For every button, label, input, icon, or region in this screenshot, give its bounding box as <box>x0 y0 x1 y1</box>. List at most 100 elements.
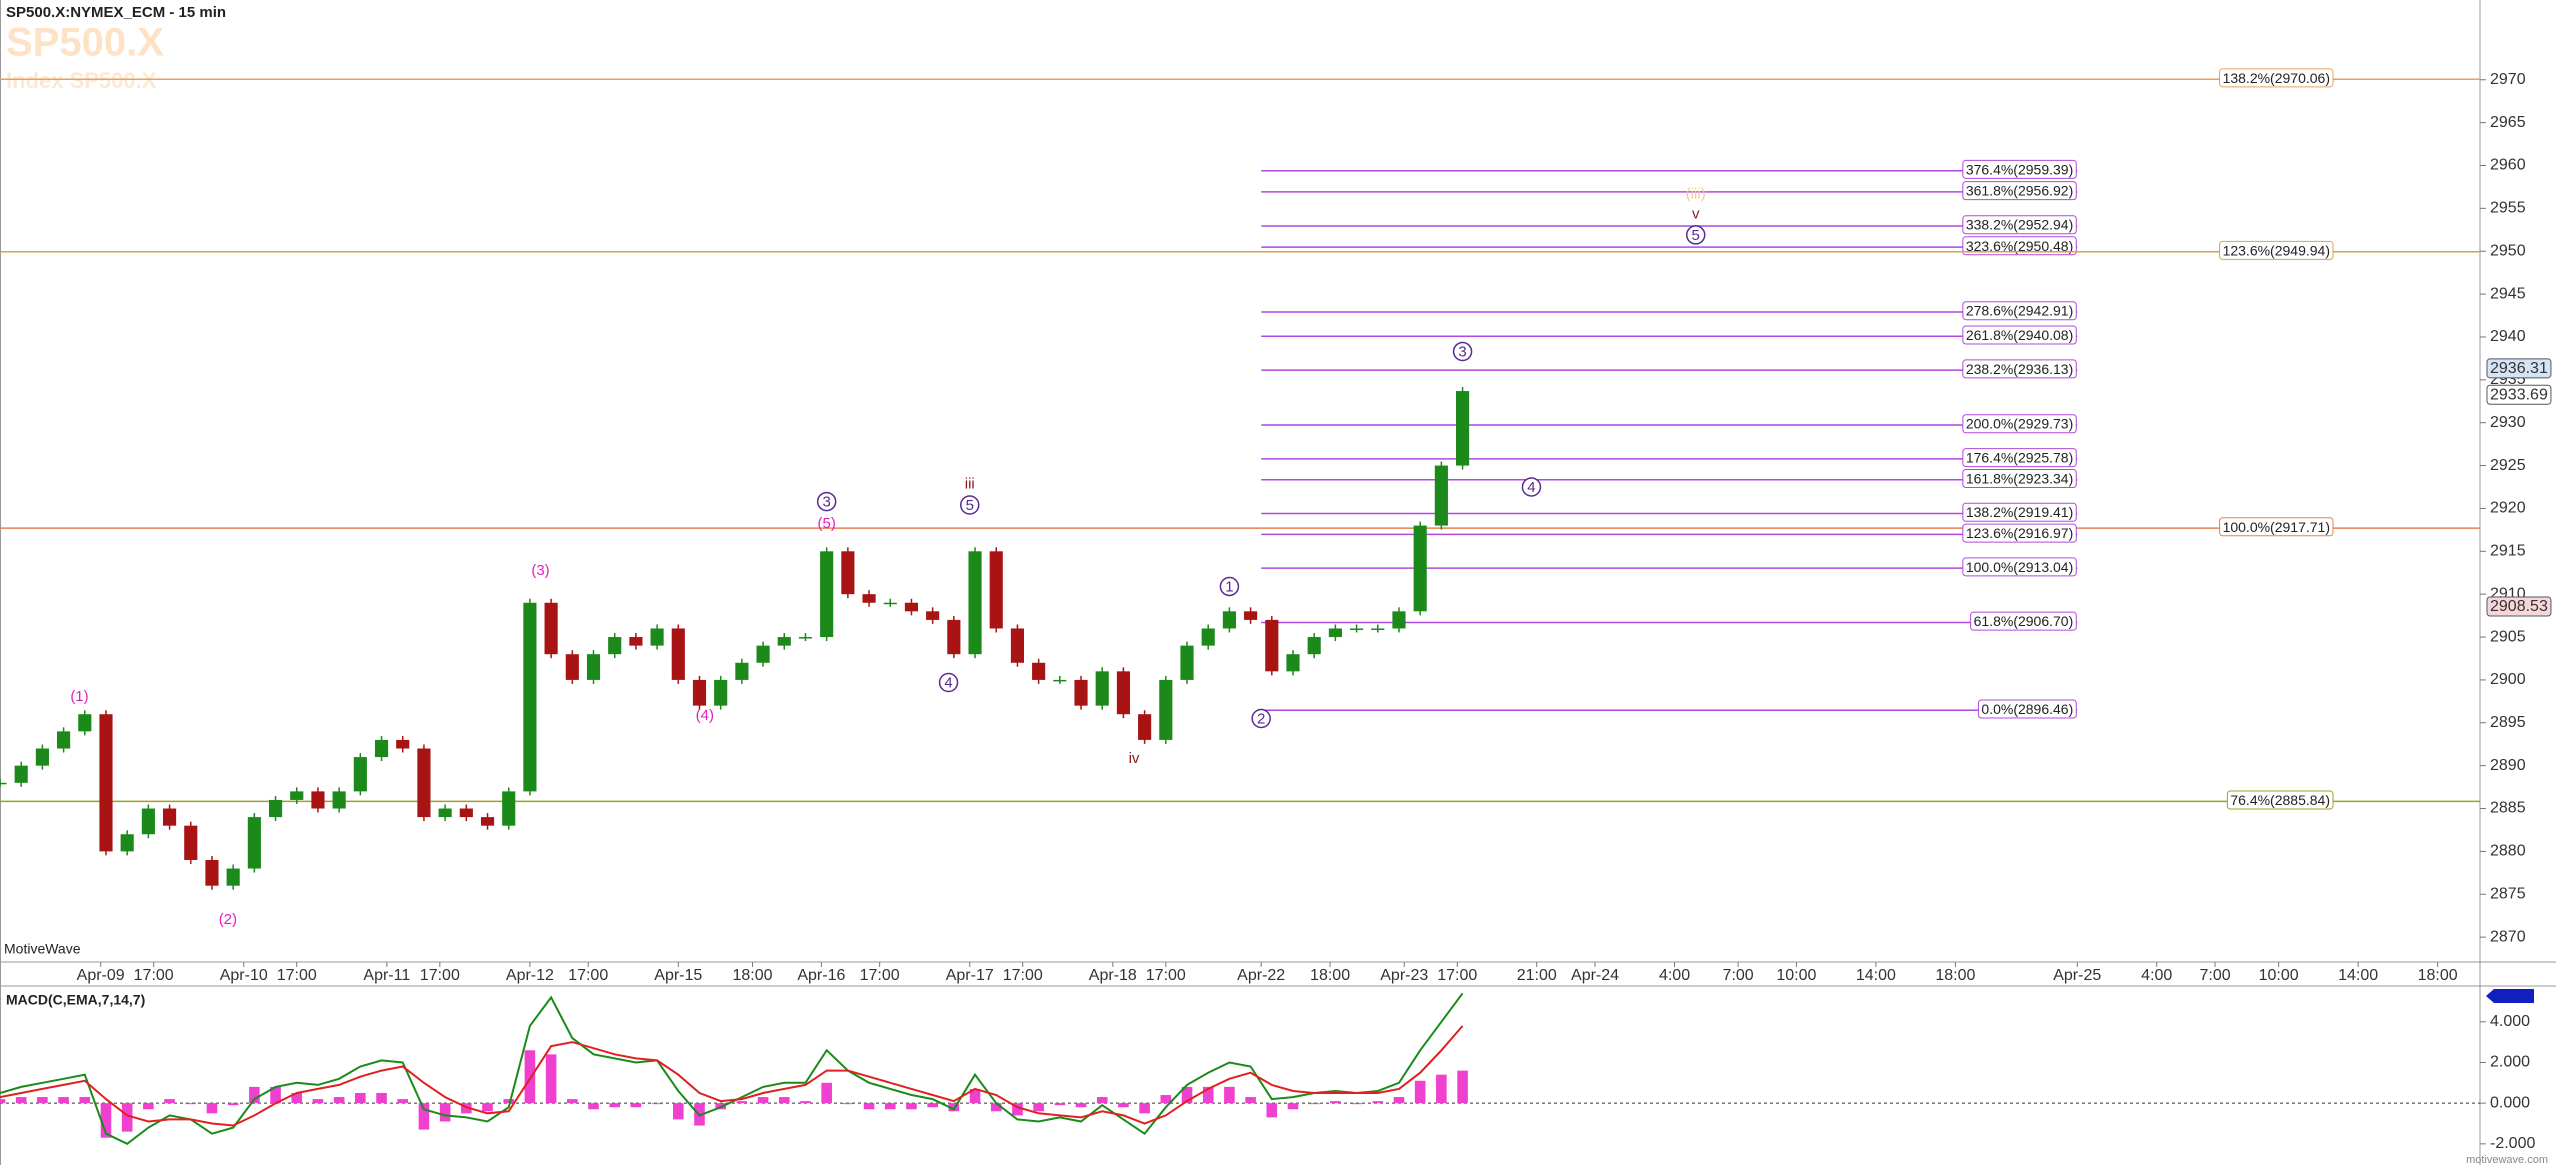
candle <box>1455 391 1470 466</box>
x-tick-label: Apr-12 <box>506 967 554 984</box>
candle <box>99 714 113 852</box>
x-tick-label: 7:00 <box>1723 967 1754 984</box>
wave-label: iv <box>1129 750 1140 767</box>
macd-histogram-bar <box>821 1082 832 1104</box>
candle <box>290 791 304 800</box>
candle <box>798 637 813 639</box>
candle <box>311 791 325 809</box>
candle <box>883 602 897 605</box>
wave-label: 2 <box>1257 710 1265 727</box>
label-box <box>1962 448 2077 468</box>
macd-histogram-bar <box>418 1103 430 1130</box>
price-marker: 2933.69 <box>2490 386 2548 403</box>
wave-label: (2) <box>219 911 237 928</box>
macd-histogram-bar <box>1096 1097 1108 1104</box>
macd-histogram-bar <box>990 1103 1002 1112</box>
macd-histogram-bar <box>778 1097 790 1104</box>
candle <box>438 808 452 818</box>
candle <box>947 619 961 655</box>
candle <box>1116 671 1130 715</box>
y-tick-label: 2885 <box>2490 800 2526 817</box>
y-tick-label: 2905 <box>2490 628 2526 645</box>
macd-histogram-bar <box>397 1099 409 1104</box>
candle <box>586 654 601 680</box>
y-tick-label: 2945 <box>2490 285 2526 302</box>
price-marker: 2908.53 <box>2490 598 2548 615</box>
macd-histogram-bar <box>672 1103 684 1120</box>
fib-label: 238.2%(2936.13) <box>1966 361 2073 377</box>
x-tick-label: 14:00 <box>2338 967 2378 984</box>
macd-histogram-bar <box>609 1103 620 1108</box>
macd-histogram-bar <box>969 1088 981 1104</box>
x-tick-label: Apr-18 <box>1089 967 1137 984</box>
candle <box>480 817 495 826</box>
candle <box>1265 619 1279 672</box>
candle <box>692 679 707 706</box>
fib-label: 0.0%(2896.46) <box>1981 701 2073 717</box>
label-box <box>2219 68 2334 88</box>
wave-label: iii <box>965 476 975 493</box>
label-box <box>1962 502 2077 522</box>
x-tick-label: Apr-25 <box>2053 967 2101 984</box>
candle <box>926 611 940 620</box>
x-tick-label: 17:00 <box>1146 967 1186 984</box>
label-box <box>2486 596 2552 617</box>
candle <box>1180 645 1194 680</box>
wave-label: 5 <box>1692 227 1700 244</box>
y-tick-label: 2955 <box>2490 200 2526 217</box>
macd-histogram-bar <box>651 1103 663 1105</box>
candle <box>502 791 516 826</box>
macd-histogram-bar <box>1118 1103 1129 1108</box>
macd-y-tick-label: 4.000 <box>2490 1013 2530 1030</box>
x-tick-label: 17:00 <box>1437 967 1477 984</box>
candle <box>0 782 7 785</box>
macd-histogram-bar <box>863 1103 875 1110</box>
wave-label: 1 <box>1225 578 1233 595</box>
label-box <box>1962 325 2077 345</box>
candle <box>14 765 28 783</box>
candle <box>205 859 219 886</box>
scroll-arrow[interactable] <box>2486 989 2534 1003</box>
fib-label: 361.8%(2956.92) <box>1966 183 2073 199</box>
candle <box>629 637 643 646</box>
label-box <box>1962 215 2077 235</box>
macd-histogram-bar <box>206 1103 218 1114</box>
label-box <box>1977 699 2077 719</box>
x-tick-label: 18:00 <box>1310 967 1350 984</box>
candle <box>332 791 346 809</box>
wave-label: 4 <box>1527 479 1535 496</box>
fib-label: 323.6%(2950.48) <box>1966 238 2073 254</box>
candle <box>968 551 982 655</box>
candle <box>1095 671 1109 706</box>
x-tick-label: 7:00 <box>2199 967 2230 984</box>
x-tick-label: 21:00 <box>1517 967 1557 984</box>
macd-histogram-bar <box>1414 1080 1426 1104</box>
macd-y-tick-label: 2.000 <box>2490 1054 2530 1071</box>
macd-histogram-bar <box>15 1097 27 1104</box>
candle <box>396 739 410 749</box>
macd-histogram-bar <box>1245 1097 1256 1104</box>
y-tick-label: 2925 <box>2490 457 2526 474</box>
x-tick-label: 17:00 <box>277 967 317 984</box>
candle <box>523 602 537 792</box>
y-tick-label: 2930 <box>2490 414 2526 431</box>
x-tick-label: 10:00 <box>1776 967 1816 984</box>
fib-label: 123.6%(2916.97) <box>1966 525 2073 541</box>
fib-label: 261.8%(2940.08) <box>1966 327 2073 343</box>
fib-label: 123.6%(2949.94) <box>2223 242 2330 258</box>
candle <box>820 551 834 638</box>
y-tick-label: 2950 <box>2490 242 2526 259</box>
macd-histogram-bar <box>1351 1103 1362 1105</box>
candle <box>35 748 49 766</box>
macd-y-tick-label: -2.000 <box>2490 1135 2535 1152</box>
macd-histogram-bar <box>1224 1086 1235 1104</box>
label-box <box>1962 159 2077 179</box>
wave-circle <box>1521 477 1542 497</box>
y-tick-label: 2870 <box>2490 928 2526 945</box>
macd-histogram-bar <box>58 1097 69 1104</box>
x-tick-label: 18:00 <box>1935 967 1975 984</box>
candle <box>163 808 177 826</box>
x-tick-label: 17:00 <box>568 967 608 984</box>
macd-histogram-bar <box>1330 1101 1341 1104</box>
